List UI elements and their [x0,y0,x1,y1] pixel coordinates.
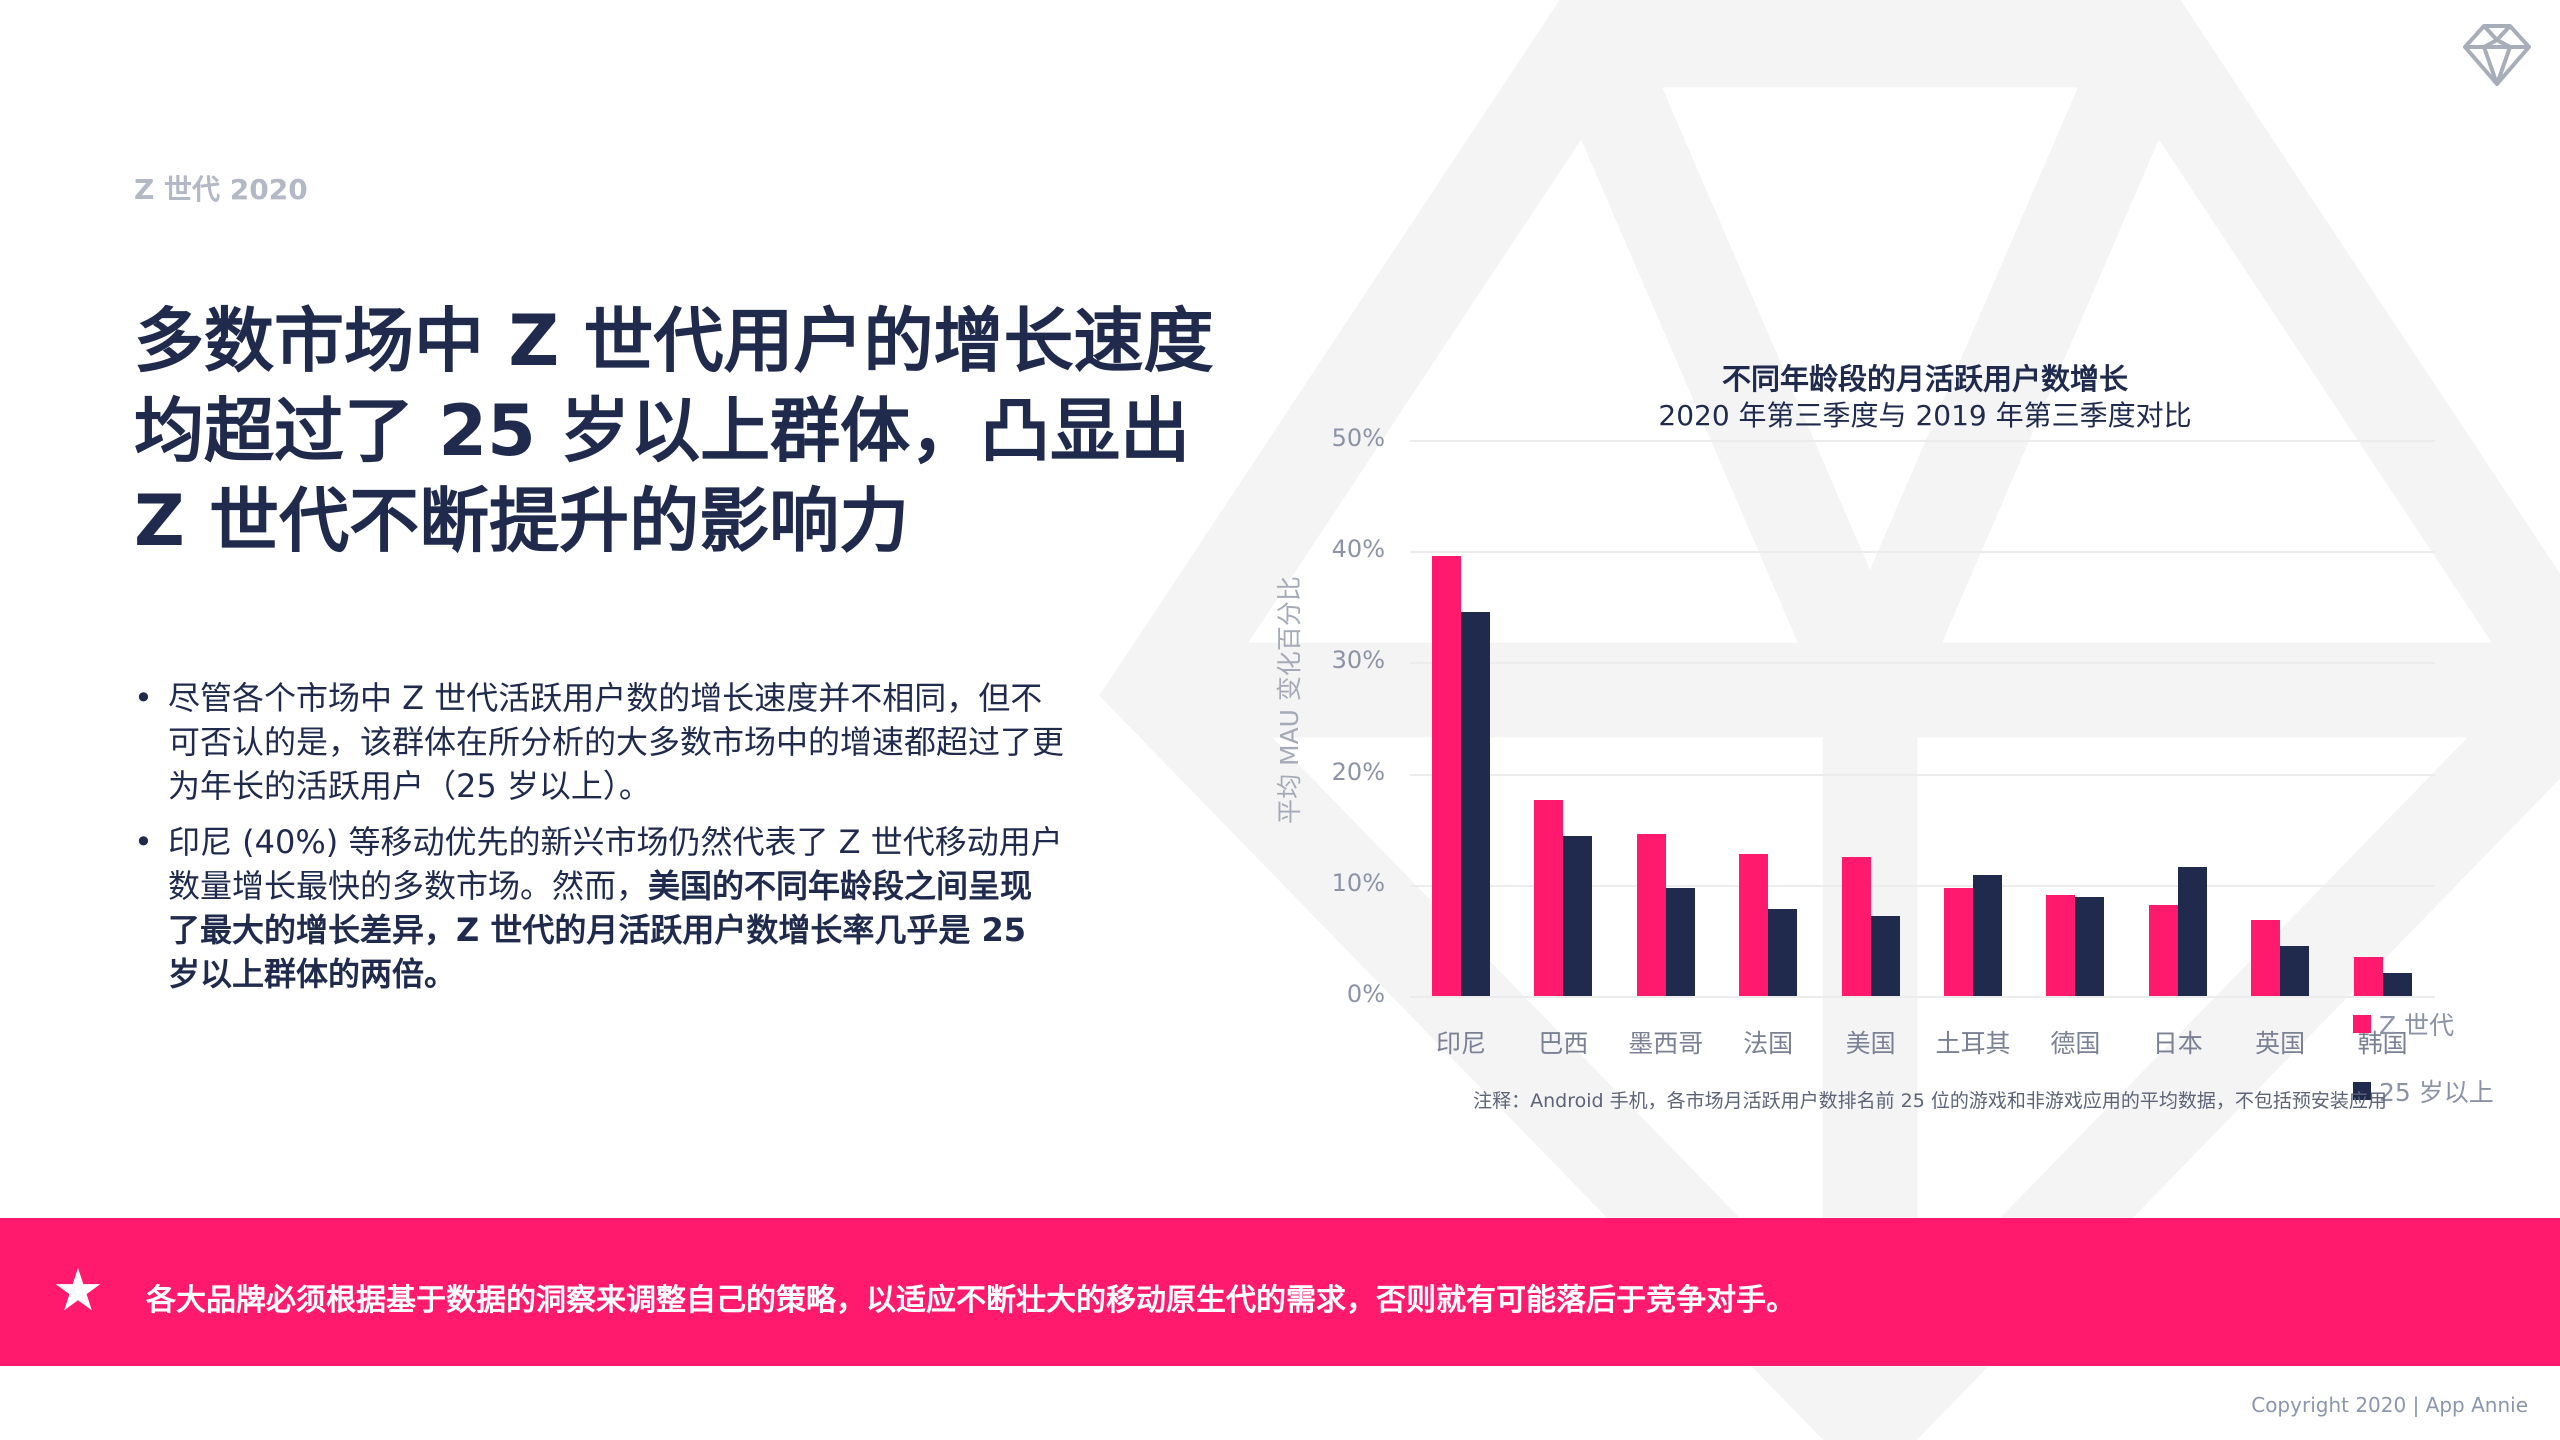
bar-gen-z [1432,555,1461,996]
gridline [1410,440,2435,442]
x-tick-label: 日本 [2152,1029,2203,1058]
y-tick-label: 30% [1331,646,1385,675]
y-tick-label: 50% [1331,424,1385,452]
x-tick-label: 美国 [1845,1029,1896,1058]
bullet-list: • 尽管各个市场中 Z 世代活跃用户数的增长速度并不相同，但不可否认的是，该群体… [134,676,1064,1008]
callout-text: 各大品牌必须根据基于数据的洞察来调整自己的策略，以适应不断壮大的移动原生代的需求… [146,1283,1796,1318]
y-tick-label: 10% [1331,868,1385,897]
chart-subtitle: 2020 年第三季度与 2019 年第三季度对比 [1658,399,2192,432]
bar-gen-z [2046,894,2076,996]
x-tick-label: 韩国 [2357,1029,2408,1058]
bullet-text: 印尼 (40%) 等移动优先的新兴市场仍然代表了 Z 世代移动用户数量增长最快的… [168,823,1063,905]
diamond-icon [2463,24,2531,86]
section-kicker: Z 世代 2020 [134,173,308,206]
legend-swatch [2353,1015,2371,1033]
bar-25-plus [1870,915,1900,996]
bar-25-plus [2382,972,2412,996]
bar-gen-z [2148,904,2178,996]
y-tick-label: 20% [1331,757,1385,786]
bar-25-plus [2280,945,2310,996]
x-tick-label: 印尼 [1435,1029,1486,1058]
legend-item-gen-z: Z 世代 [2353,1006,2454,1042]
bullet-text: 尽管各个市场中 Z 世代活跃用户数的增长速度并不相同，但不可否认的是，该群体在所… [168,679,1065,805]
gridline [1410,996,2435,998]
x-tick-label: 巴西 [1538,1029,1589,1058]
gridline [1410,551,2435,554]
bullet-text-bold: 美国的不同年龄段之间呈现了最大的增长差异，Z 世代的月活跃用户数增长率几乎是 2… [168,867,1033,993]
gridline [1410,884,2435,887]
bar-gen-z [1841,857,1871,996]
bar-25-plus [1973,874,2002,996]
bullet-marker: • [134,823,153,861]
x-tick-label: 法国 [1743,1029,1794,1058]
bar-25-plus [1665,888,1695,996]
bar-gen-z [2251,920,2281,996]
callout-banner [0,1218,2560,1366]
legend-swatch [2353,1082,2371,1100]
bar-gen-z [1739,853,1769,996]
bar-25-plus [1461,612,1490,996]
bullet-marker: • [134,679,153,717]
bar-gen-z [1636,833,1666,996]
bullet-item: • 印尼 (40%) 等移动优先的新兴市场仍然代表了 Z 世代移动用户数量增长最… [134,820,1064,996]
gridline [1410,773,2435,776]
x-tick-label: 英国 [2255,1029,2306,1058]
page-title: 多数市场中 Z 世代用户的增长速度均超过了 25 岁以上群体，凸显出 Z 世代不… [134,300,1214,562]
bar-gen-z [1944,888,1973,996]
y-axis-label: 平均 MAU 变化百分比 [1275,576,1304,824]
y-tick-label: 0% [1346,980,1385,1008]
bar-25-plus [1768,909,1798,996]
bar-gen-z [1534,800,1564,996]
x-tick-label: 德国 [2050,1029,2101,1058]
legend-item-25-plus: 25 岁以上 [2353,1073,2494,1109]
gridline [1410,662,2435,665]
y-tick-label: 40% [1331,535,1385,564]
legend-label: 25 岁以上 [2379,1078,2494,1107]
bar-25-plus [2075,897,2105,996]
bar-gen-z [2353,957,2383,996]
bar-25-plus [2177,867,2207,996]
bullet-item: • 尽管各个市场中 Z 世代活跃用户数的增长速度并不相同，但不可否认的是，该群体… [134,676,1064,808]
legend-label: Z 世代 [2379,1011,2455,1040]
bar-25-plus [1563,835,1593,996]
x-tick-label: 墨西哥 [1628,1029,1704,1058]
chart-title: 不同年龄段的月活跃用户数增长 [1721,362,2128,396]
copyright: Copyright 2020 | App Annie [2251,1393,2528,1417]
star-icon: ★ [52,1256,104,1324]
chart-note: 注释：Android 手机，各市场月活跃用户数排名前 25 位的游戏和非游戏应用… [1473,1090,2387,1112]
x-tick-label: 土耳其 [1935,1029,2011,1058]
